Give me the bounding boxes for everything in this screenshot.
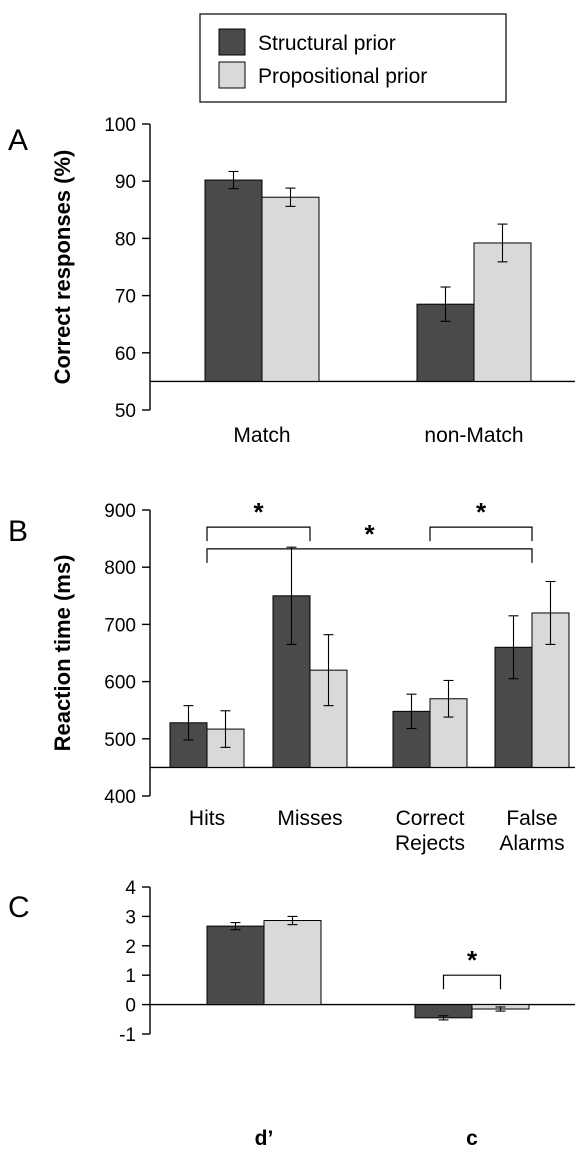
x-category-label: Hits <box>189 807 225 830</box>
legend: Structural prior Propositional prior <box>199 13 507 103</box>
significance-star: * <box>364 519 375 549</box>
legend-swatch-structural <box>218 28 246 56</box>
y-axis-label-b: Reaction time (ms) <box>50 555 75 752</box>
panel-label-c: C <box>8 891 30 924</box>
significance-bracket <box>442 974 502 990</box>
y-tick-label: 800 <box>104 558 136 579</box>
x-category-label: non-Match <box>424 424 523 447</box>
legend-frame <box>199 13 507 103</box>
x-category-label: Match <box>233 424 290 447</box>
legend-label-structural: Structural prior <box>258 32 396 55</box>
y-tick-label: 700 <box>104 615 136 636</box>
legend-swatch-propositional <box>218 61 246 89</box>
x-category-label: Correct Rejects <box>395 807 465 855</box>
x-category-label: c <box>466 1127 478 1150</box>
panel-label-b: B <box>8 515 28 548</box>
y-tick-label: 4 <box>125 878 136 899</box>
y-tick-label: 3 <box>125 907 136 928</box>
panel-label-a: A <box>8 124 28 157</box>
chart-panel-c: -1 0 1 2 3 4 d’ c * <box>119 878 575 1150</box>
significance-bracket <box>429 526 533 542</box>
y-tick-label: 0 <box>125 996 136 1017</box>
bar-c-0-propositional <box>263 920 322 1006</box>
legend-label-propositional: Propositional prior <box>258 65 427 88</box>
x-category-label: Misses <box>277 807 342 830</box>
bar-a-1-propositional <box>473 242 532 382</box>
y-tick-label: 600 <box>104 673 136 694</box>
y-tick-label: 500 <box>104 730 136 751</box>
significance-star: * <box>476 497 487 527</box>
y-tick-label: 900 <box>104 501 136 522</box>
y-tick-label: 60 <box>115 344 136 365</box>
y-tick-label: 90 <box>115 172 136 193</box>
significance-star: * <box>253 497 264 527</box>
y-tick-label: 70 <box>115 287 136 308</box>
y-axis-label-a: Correct responses (%) <box>50 150 75 385</box>
y-tick-label: -1 <box>119 1025 136 1046</box>
bar-c-0-structural <box>206 925 265 1006</box>
y-tick-label: 400 <box>104 787 136 808</box>
significance-bracket <box>206 548 533 563</box>
y-tick-label: 100 <box>104 115 136 136</box>
chart-panel-b: 400 500 600 700 800 900 Reaction time (ms) Hits… <box>50 497 575 855</box>
significance-bracket <box>206 526 311 542</box>
chart-panel-a: 50 60 70 80 90 100 Correct responses (%) Match n… <box>50 115 575 447</box>
y-tick-label: 1 <box>125 966 136 987</box>
x-category-label: d’ <box>255 1127 274 1150</box>
y-tick-label: 2 <box>125 937 136 958</box>
x-category-label: False Alarms <box>499 807 564 855</box>
significance-star: * <box>467 945 478 975</box>
bar-a-0-structural <box>204 179 263 382</box>
bar-a-0-propositional <box>261 196 320 382</box>
y-tick-label: 50 <box>115 401 136 422</box>
y-tick-label: 80 <box>115 229 136 250</box>
